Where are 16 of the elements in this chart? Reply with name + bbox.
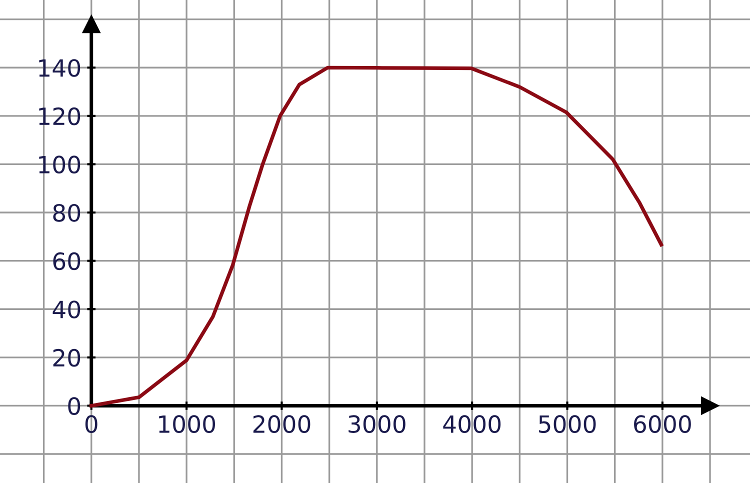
x-tick-label: 2000 — [253, 415, 310, 434]
y-tick-label: 100 — [39, 156, 80, 174]
x-tick-label: 4000 — [443, 415, 501, 434]
x-tick-label: 5000 — [539, 415, 596, 434]
y-tick-label: 40 — [52, 300, 80, 318]
y-tick-label: 0 — [68, 397, 80, 416]
line-series — [90, 66, 664, 408]
y-tick-label: 80 — [53, 204, 80, 222]
y-tick-label: 140 — [39, 59, 80, 77]
x-tick-label: 0 — [85, 415, 98, 434]
y-tick-label: 60 — [53, 252, 80, 270]
x-tick-label: 6000 — [634, 415, 691, 434]
y-tick-label: 120 — [39, 107, 80, 126]
x-tick-label: 3000 — [348, 415, 406, 434]
y-tick-label: 20 — [53, 348, 80, 367]
x-tick-label: 1000 — [159, 415, 216, 434]
